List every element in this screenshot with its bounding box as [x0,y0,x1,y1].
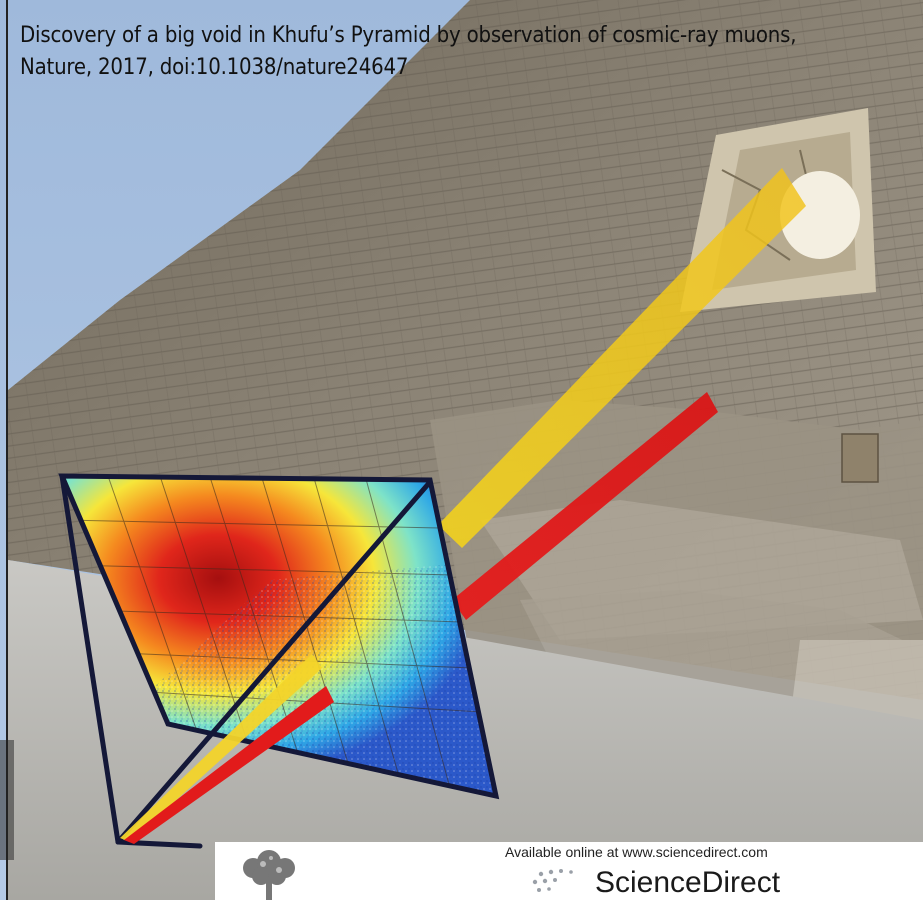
figure-caption: Discovery of a big void in Khufu’s Pyram… [20,20,900,84]
sciencedirect-brand: ScienceDirect [595,866,781,899]
pyramid-lower-blocks [430,400,923,730]
yellow-beam-inner [120,654,322,842]
sciencedirect-footer: Available online at www.sciencedirect.co… [215,842,923,900]
left-border [6,0,8,900]
caption-line-1: Discovery of a big void in Khufu’s Pyram… [20,23,797,48]
caption-line-2: Nature, 2017, doi:10.1038/nature24647 [20,55,409,80]
red-beam-inner [124,686,334,844]
available-online-text: Available online at www.sciencedirect.co… [505,844,768,860]
red-beam [452,392,718,620]
yellow-beam [438,168,806,548]
sciencedirect-dots-icon [532,869,573,892]
elsevier-tree-logo [223,850,315,900]
instrument-box [841,433,879,483]
